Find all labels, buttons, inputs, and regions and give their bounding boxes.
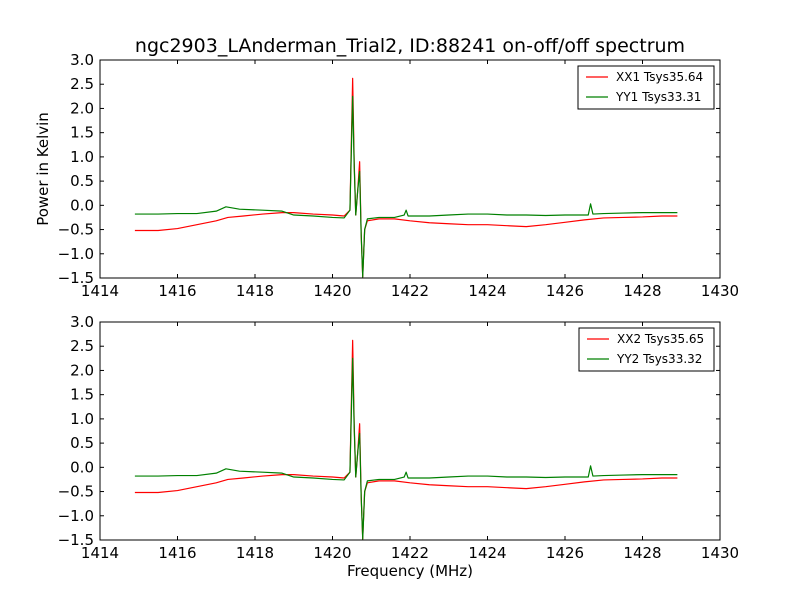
x-tick-label: 1428 xyxy=(623,544,661,562)
y-tick-label: 3.0 xyxy=(70,51,94,69)
y-tick-label: −1.0 xyxy=(58,245,94,263)
y-tick-label: 3.0 xyxy=(70,313,94,331)
y-tick-label: 0.5 xyxy=(70,172,94,190)
x-tick-label: 1426 xyxy=(546,544,584,562)
chart-title: ngc2903_LAnderman_Trial2, ID:88241 on-of… xyxy=(135,35,685,57)
x-tick-label: 1420 xyxy=(313,282,351,300)
chart-panel-1: 1414 1416 1418 1420 1422 1424 1426 1428 1430 −1.5… xyxy=(34,35,739,300)
x-tick-label: 1414 xyxy=(81,282,119,300)
x-tick-label: 1428 xyxy=(623,282,661,300)
x-tick-label: 1414 xyxy=(81,544,119,562)
y-axis-label: Power in Kelvin xyxy=(34,112,52,226)
x-tick-label: 1430 xyxy=(701,282,739,300)
y-tick-label: 0.0 xyxy=(70,196,94,214)
series-line-2 xyxy=(134,357,678,540)
legend: XX2 Tsys35.65 YY2 Tsys33.32 xyxy=(578,327,715,372)
x-tick-label: 1424 xyxy=(468,544,506,562)
y-tick-label: −0.5 xyxy=(58,221,94,239)
chart-panel-2: 1414 1416 1418 1420 1422 1424 1426 1428 1430 −1.5… xyxy=(58,313,740,580)
legend-label: YY1 Tsys33.31 xyxy=(615,90,701,104)
y-tick-label: −1.5 xyxy=(58,269,94,287)
legend: XX1 Tsys35.64 YY1 Tsys33.31 xyxy=(577,65,715,110)
legend-label: YY2 Tsys33.32 xyxy=(616,352,702,366)
x-tick-label: 1418 xyxy=(236,544,274,562)
x-tick-label: 1422 xyxy=(391,544,429,562)
series-group xyxy=(134,339,678,540)
y-tick-label: 2.0 xyxy=(70,361,94,379)
x-axis-label: Frequency (MHz) xyxy=(347,562,473,580)
y-tick-label: 1.5 xyxy=(70,386,94,404)
legend-label: XX2 Tsys35.65 xyxy=(617,332,704,346)
x-tick-label: 1416 xyxy=(158,282,196,300)
y-tick-label: −1.0 xyxy=(58,507,94,525)
legend-label: XX1 Tsys35.64 xyxy=(616,70,703,84)
x-tick-label: 1430 xyxy=(701,544,739,562)
legend-box xyxy=(578,327,715,372)
legend-box xyxy=(577,65,715,110)
x-tick-label: 1420 xyxy=(313,544,351,562)
x-tick-label: 1422 xyxy=(391,282,429,300)
y-tick-label: −1.5 xyxy=(58,531,94,549)
y-tick-label: 1.0 xyxy=(70,148,94,166)
y-tick-label: 2.5 xyxy=(70,337,94,355)
plot-frame xyxy=(99,321,721,541)
x-tick-label: 1426 xyxy=(546,282,584,300)
y-tick-label: 1.0 xyxy=(70,410,94,428)
y-tick-label: 1.5 xyxy=(70,124,94,142)
y-tick-label: −0.5 xyxy=(58,483,94,501)
x-tick-label: 1424 xyxy=(468,282,506,300)
series-line-2 xyxy=(134,95,678,278)
x-tick-label: 1416 xyxy=(158,544,196,562)
y-tick-label: 2.0 xyxy=(70,99,94,117)
y-tick-label: 0.0 xyxy=(70,458,94,476)
series-group xyxy=(134,77,678,278)
plot-frame xyxy=(99,59,721,279)
y-tick-label: 0.5 xyxy=(70,434,94,452)
x-tick-label: 1418 xyxy=(236,282,274,300)
y-tick-label: 2.5 xyxy=(70,75,94,93)
